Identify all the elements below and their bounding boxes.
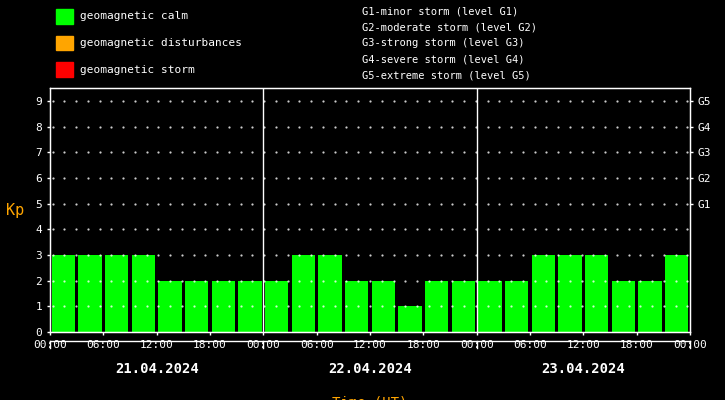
Bar: [132, 255, 155, 332]
Bar: [212, 281, 235, 332]
Bar: [585, 255, 608, 332]
Bar: [105, 255, 128, 332]
Text: geomagnetic storm: geomagnetic storm: [80, 65, 195, 75]
FancyBboxPatch shape: [56, 9, 72, 24]
Bar: [345, 281, 368, 332]
Bar: [291, 255, 315, 332]
Text: 22.04.2024: 22.04.2024: [328, 362, 412, 376]
Bar: [612, 281, 635, 332]
Bar: [78, 255, 102, 332]
Bar: [318, 255, 341, 332]
Bar: [398, 306, 422, 332]
Text: Time (UT): Time (UT): [332, 395, 407, 400]
Bar: [265, 281, 289, 332]
Bar: [51, 255, 75, 332]
FancyBboxPatch shape: [56, 36, 72, 50]
Text: G5-extreme storm (level G5): G5-extreme storm (level G5): [362, 70, 531, 80]
Text: G4-severe storm (level G4): G4-severe storm (level G4): [362, 54, 524, 64]
Text: geomagnetic disturbances: geomagnetic disturbances: [80, 38, 242, 48]
Text: geomagnetic calm: geomagnetic calm: [80, 11, 188, 21]
Text: 23.04.2024: 23.04.2024: [542, 362, 625, 376]
Text: G2-moderate storm (level G2): G2-moderate storm (level G2): [362, 22, 536, 32]
Bar: [185, 281, 208, 332]
Text: Kp: Kp: [6, 202, 24, 218]
Text: G1-minor storm (level G1): G1-minor storm (level G1): [362, 6, 518, 16]
Bar: [372, 281, 395, 332]
Bar: [452, 281, 475, 332]
Bar: [239, 281, 262, 332]
Bar: [558, 255, 581, 332]
Bar: [158, 281, 182, 332]
Text: 21.04.2024: 21.04.2024: [115, 362, 199, 376]
Bar: [531, 255, 555, 332]
Bar: [425, 281, 448, 332]
Bar: [665, 255, 689, 332]
Text: G3-strong storm (level G3): G3-strong storm (level G3): [362, 38, 524, 48]
Bar: [478, 281, 502, 332]
FancyBboxPatch shape: [56, 62, 72, 77]
Bar: [505, 281, 529, 332]
Bar: [638, 281, 662, 332]
